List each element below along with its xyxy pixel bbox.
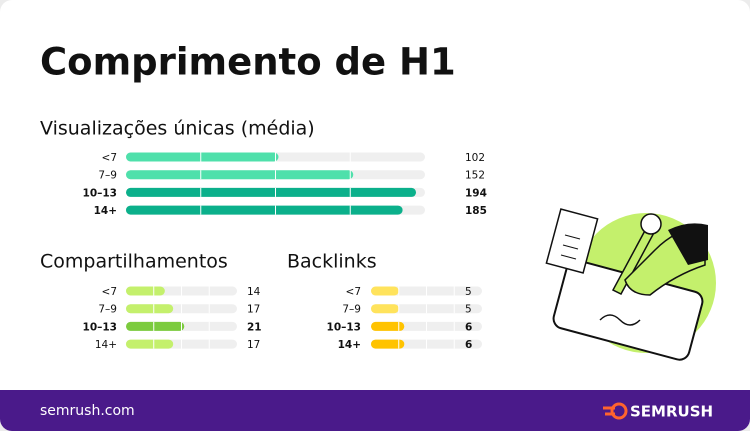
bar: [371, 321, 405, 331]
bar: [371, 339, 405, 349]
value-label: 194: [465, 187, 487, 199]
value-label: 17: [247, 339, 260, 351]
bar: [126, 286, 165, 296]
illustration: [545, 208, 716, 361]
category-label: 10–13: [83, 321, 117, 333]
value-label: 21: [247, 321, 262, 333]
category-label: <7: [102, 286, 117, 298]
category-label: 14+: [94, 205, 117, 217]
chart-title: Compartilhamentos: [40, 251, 228, 273]
value-label: 17: [247, 304, 260, 316]
category-label: 10–13: [327, 321, 361, 333]
bar: [126, 304, 174, 314]
bar: [371, 304, 399, 314]
category-label: 14+: [95, 339, 117, 351]
footer-url: semrush.com: [40, 403, 135, 419]
logo: SEMRUSH: [603, 402, 713, 421]
value-label: 152: [465, 170, 485, 182]
value-label: 14: [247, 286, 261, 298]
category-label: 10–13: [83, 187, 117, 199]
category-label: 14+: [338, 339, 361, 351]
value-label: 102: [465, 152, 485, 164]
bar: [126, 321, 185, 331]
value-label: 185: [465, 205, 487, 217]
category-label: <7: [346, 286, 361, 298]
chart-title: Backlinks: [287, 251, 377, 273]
bar: [126, 152, 279, 162]
page-title: Comprimento de H1: [40, 41, 456, 84]
value-label: 5: [465, 304, 472, 316]
category-label: 7–9: [98, 170, 117, 182]
value-label: 6: [465, 321, 472, 333]
category-label: 7–9: [98, 304, 117, 316]
value-label: 6: [465, 339, 472, 351]
logo-text: SEMRUSH: [630, 403, 713, 421]
bar: [126, 187, 417, 197]
bar: [126, 205, 403, 215]
category-label: 7–9: [342, 304, 361, 316]
chart-title: Visualizações únicas (média): [40, 118, 315, 140]
value-label: 5: [465, 286, 472, 298]
category-label: <7: [102, 152, 117, 164]
bar: [126, 339, 174, 349]
bar: [126, 170, 354, 180]
bar: [371, 286, 399, 296]
